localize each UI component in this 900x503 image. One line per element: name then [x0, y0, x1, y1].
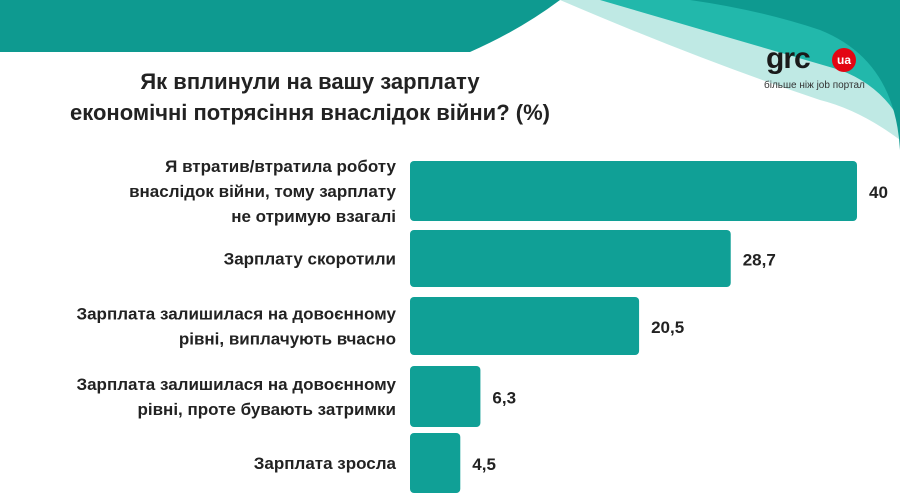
category-label-2: Зарплата залишилася на довоєнному рівні, …: [76, 305, 396, 349]
category-label-0-line-1: внаслідок війни, тому зарплату: [129, 182, 396, 201]
bar-4: [410, 433, 461, 493]
category-label-3-line-0: Зарплата залишилася на довоєнному: [76, 375, 396, 394]
title-line-1: Як вплинули на вашу зарплату: [140, 69, 480, 94]
category-label-0-line-2: не отримую взагалі: [231, 207, 396, 226]
logo-wordmark: grc: [766, 42, 811, 75]
value-label-4: 4,5: [472, 455, 496, 474]
category-label-4: Зарплата зросла: [254, 454, 397, 473]
bar-2: [410, 297, 640, 355]
header-teal-band: [0, 0, 560, 52]
category-label-2-line-1: рівні, виплачують вчасно: [179, 330, 396, 349]
category-label-1-line-0: Зарплату скоротили: [224, 250, 396, 269]
value-label-3: 6,3: [492, 389, 516, 408]
grc-logo: grc ua більше ніж job портал: [762, 42, 872, 94]
title-line-2: економічні потрясіння внаслідок війни? (…: [70, 100, 550, 125]
bar-3: [410, 366, 481, 427]
value-label-1: 28,7: [743, 251, 776, 270]
value-label-2: 20,5: [651, 318, 684, 337]
category-label-2-line-0: Зарплата залишилася на довоєнному: [76, 305, 396, 324]
bar-1: [410, 230, 731, 287]
logo-badge: ua: [832, 48, 856, 72]
category-label-4-line-0: Зарплата зросла: [254, 454, 397, 473]
logo-tagline: більше ніж job портал: [764, 80, 865, 91]
category-label-0-line-0: Я втратив/втратила роботу: [165, 157, 396, 176]
value-label-0: 40: [869, 183, 888, 202]
chart-title: Як вплинули на вашу зарплату економічні …: [30, 66, 590, 128]
header-right-swoosh: [690, 0, 900, 150]
category-label-0: Я втратив/втратила роботу внаслідок війни…: [129, 157, 396, 226]
bar-0: [410, 161, 857, 221]
category-label-1: Зарплату скоротили: [224, 250, 396, 269]
category-label-3: Зарплата залишилася на довоєнному рівні, …: [76, 375, 396, 419]
category-label-3-line-1: рівні, проте бувають затримки: [138, 400, 397, 419]
